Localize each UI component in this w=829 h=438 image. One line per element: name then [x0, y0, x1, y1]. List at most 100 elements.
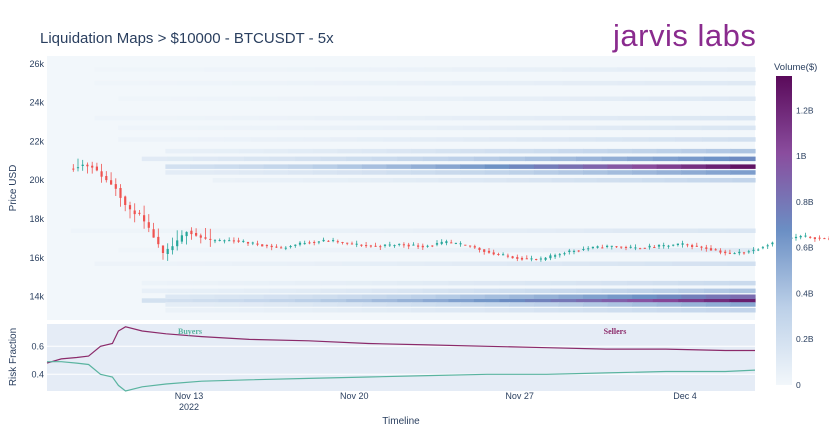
heat-cell	[263, 294, 289, 299]
heat-cell	[617, 261, 646, 266]
candle	[332, 237, 335, 243]
heat-cell	[244, 156, 271, 162]
candle	[365, 242, 368, 248]
heat-cell	[337, 294, 363, 299]
candle	[95, 162, 98, 172]
heat-cell	[701, 96, 729, 101]
heat-cell	[499, 288, 526, 294]
heat-band	[212, 178, 756, 183]
candle	[388, 241, 391, 247]
candle	[180, 230, 183, 244]
heat-cell	[386, 164, 412, 169]
heat-cell	[410, 137, 438, 142]
candle	[72, 164, 75, 172]
candle	[520, 256, 524, 261]
heat-cell	[312, 308, 338, 313]
candle	[464, 244, 467, 246]
heat-cell	[118, 125, 146, 131]
heat-cell	[277, 137, 305, 142]
candle	[119, 184, 122, 207]
heat-cell	[516, 96, 544, 101]
candle	[672, 244, 675, 247]
heat-cell	[346, 288, 373, 294]
heat-cell	[189, 170, 216, 175]
heat-cell	[569, 137, 597, 142]
heat-cell	[479, 115, 508, 121]
heat-cell	[337, 164, 363, 169]
heat-cell	[701, 137, 729, 142]
heat-cell	[656, 294, 682, 299]
candle	[143, 205, 146, 229]
y-tick-label: 24k	[29, 98, 44, 108]
heat-cell	[681, 302, 707, 307]
candle	[171, 237, 174, 255]
heat-cell	[204, 80, 233, 86]
candle	[539, 256, 542, 262]
heat-cell	[239, 170, 265, 175]
heat-cell	[386, 294, 412, 299]
heat-cell	[424, 67, 453, 72]
heat-cell	[397, 80, 426, 86]
heat-cell	[555, 228, 585, 233]
candle	[114, 178, 117, 196]
candle	[209, 228, 212, 247]
heat-cell	[463, 247, 491, 253]
candle	[794, 233, 798, 241]
heat-cell	[509, 302, 535, 307]
heat-cell	[288, 308, 314, 313]
heat-cell	[214, 148, 240, 154]
heat-cell	[705, 170, 732, 175]
heat-cell	[729, 156, 756, 162]
heat-cell	[709, 178, 733, 183]
heat-cell	[214, 308, 240, 313]
heat-cell	[422, 156, 449, 162]
heat-cell	[342, 80, 371, 86]
heat-cell	[525, 280, 552, 286]
heat-cell	[507, 67, 536, 72]
candle	[313, 240, 316, 246]
heat-cell	[729, 288, 756, 294]
candle	[294, 244, 297, 248]
heat-cell	[448, 280, 475, 286]
heat-cell	[607, 294, 633, 299]
candle	[709, 245, 713, 251]
heat-cell	[239, 294, 265, 299]
heat-cell	[370, 178, 394, 183]
heat-cell	[509, 164, 535, 169]
candle	[719, 248, 722, 255]
heat-cell	[700, 261, 729, 266]
heat-cell	[141, 280, 168, 286]
heat-cell	[177, 261, 206, 266]
candle	[360, 244, 363, 247]
heat-cell	[167, 280, 194, 286]
candle	[426, 244, 429, 248]
candle	[275, 244, 278, 248]
heat-cell	[509, 294, 535, 299]
heat-cell	[330, 247, 358, 253]
heat-cell	[533, 302, 560, 307]
heat-cell	[167, 298, 194, 303]
colorbar-title: Volume($)	[774, 62, 817, 73]
heat-cell	[701, 125, 729, 131]
heat-cell	[239, 164, 265, 169]
heat-cell	[235, 178, 259, 183]
sellers-annotation: Sellers	[604, 327, 627, 336]
heat-cell	[583, 170, 609, 175]
heat-cell	[506, 178, 530, 183]
heat-cell	[727, 115, 756, 121]
heat-cell	[357, 125, 385, 131]
heat-cell	[533, 170, 560, 175]
x-tick-label: Nov 27	[505, 391, 534, 401]
y-tick-label: 26k	[29, 59, 44, 69]
heat-cell	[122, 115, 151, 121]
heat-cell	[357, 247, 385, 253]
candle	[86, 162, 89, 174]
heat-cell	[484, 302, 510, 307]
heat-cell	[730, 164, 756, 169]
heat-cell	[342, 115, 371, 121]
heat-cell	[632, 308, 658, 313]
heat-cell	[675, 247, 703, 253]
heat-cell	[224, 137, 252, 142]
candle	[105, 171, 108, 183]
